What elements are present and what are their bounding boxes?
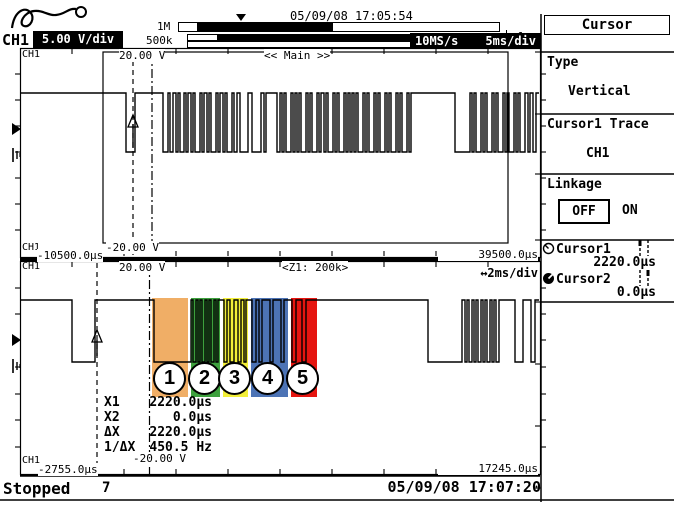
sidebar-section-linkage[interactable]: Linkage OFF ON xyxy=(543,174,674,240)
statusbar-datetime: 05/09/08 17:07:20 xyxy=(387,478,541,496)
cursor2-dashed-lines-icon xyxy=(639,270,650,286)
measurement-value: 0.0µs xyxy=(172,410,212,425)
cursor1-trace-value: CH1 xyxy=(586,146,610,161)
number-circle-2: 2 xyxy=(188,362,221,395)
cursor1-dashed-lines-icon xyxy=(638,240,649,256)
zoom-window-title: <Z1: 200k> xyxy=(282,261,349,274)
knob-icon-cursor2[interactable] xyxy=(542,272,555,285)
sidebar-section-type[interactable]: Type Vertical xyxy=(543,52,674,114)
zoom-ground-marker-icon xyxy=(12,359,21,373)
volts-per-div-badge[interactable]: 5.00 V/div xyxy=(33,31,123,48)
zoom-channel-marker-icon[interactable] xyxy=(12,334,21,346)
linkage-off-button[interactable]: OFF xyxy=(558,199,610,224)
position-marker-icon[interactable] xyxy=(236,14,246,21)
waveform-logo-icon xyxy=(10,6,87,29)
main-voltage-top: 20.00 V xyxy=(119,49,166,62)
sidebar-section-cursor1-trace[interactable]: Cursor1 Trace CH1 xyxy=(543,114,674,174)
main-voltage-bottom: -20.00 V xyxy=(106,241,159,254)
memory-bar-1m-fill xyxy=(197,23,333,31)
cursor1-value: 2220.0µs xyxy=(593,255,656,270)
cursor-measurements: X1 2220.0µs X2 0.0µs ΔX 2220.0µs 1/ΔX 45… xyxy=(0,0,212,455)
channel-label: CH1 xyxy=(2,31,30,49)
memory-500k-label: 500k xyxy=(146,34,173,47)
measurement-value: 450.5 Hz xyxy=(149,440,212,455)
cursor1-label: Cursor1 xyxy=(556,242,611,257)
sample-rate-value: 10MS/s xyxy=(415,34,459,48)
measurement-value: 2220.0µs xyxy=(149,395,212,410)
memory-bar-500k-fill xyxy=(217,35,460,40)
number-circle-3: 3 xyxy=(218,362,251,395)
sidebar-title: Cursor xyxy=(544,15,670,35)
main-window-frame xyxy=(19,47,542,259)
header-datetime: 05/09/08 17:05:54 xyxy=(290,9,413,23)
zoom-time-end: 17245.0µs xyxy=(438,462,538,475)
linkage-label: Linkage xyxy=(547,177,602,192)
zoom-time-start: -2755.0µs xyxy=(38,463,98,476)
cursor2-label: Cursor2 xyxy=(556,272,611,287)
zoom-window-channel: CH1 xyxy=(22,261,41,272)
main-trigger-arrow-icon xyxy=(127,113,139,148)
number-circle-5: 5 xyxy=(286,362,319,395)
sidebar-section-cursor2[interactable]: Cursor2 0.0µs xyxy=(541,270,674,302)
number-circle-1: 1 xyxy=(153,362,186,395)
main-time-start: -10500.0µs xyxy=(37,249,104,262)
type-label: Type xyxy=(547,55,579,70)
memory-1m-label: 1M xyxy=(157,20,171,33)
zoom-region-box[interactable] xyxy=(102,51,509,244)
time-per-div-value: 5ms/div xyxy=(485,34,536,48)
cursor2-value: 0.0µs xyxy=(616,285,656,300)
main-window-title: << Main >> xyxy=(264,49,331,62)
acquisition-count: 7 xyxy=(102,480,111,496)
memory-bar-1m[interactable] xyxy=(178,22,500,32)
zoom-trigger-arrow-icon xyxy=(91,328,103,356)
type-value: Vertical xyxy=(568,84,631,99)
number-circle-4: 4 xyxy=(251,362,284,395)
knob-icon-cursor1[interactable] xyxy=(542,242,555,255)
main-waveform-trace xyxy=(21,92,539,153)
linkage-on-button[interactable]: ON xyxy=(622,203,638,218)
sample-rate-badge: 10MS/s 5ms/div xyxy=(410,33,541,49)
main-time-end: 39500.0µs xyxy=(438,248,538,261)
sidebar-section-cursor1[interactable]: Cursor1 2220.0µs xyxy=(541,240,674,271)
zoom-voltage-top: 20.00 V xyxy=(119,261,166,274)
cursor1-trace-label: Cursor1 Trace xyxy=(547,117,649,132)
measurement-value: 2220.0µs xyxy=(149,425,212,440)
zoom-time-per-div: ↔2ms/div xyxy=(480,266,538,280)
acquisition-status: Stopped xyxy=(3,479,71,498)
